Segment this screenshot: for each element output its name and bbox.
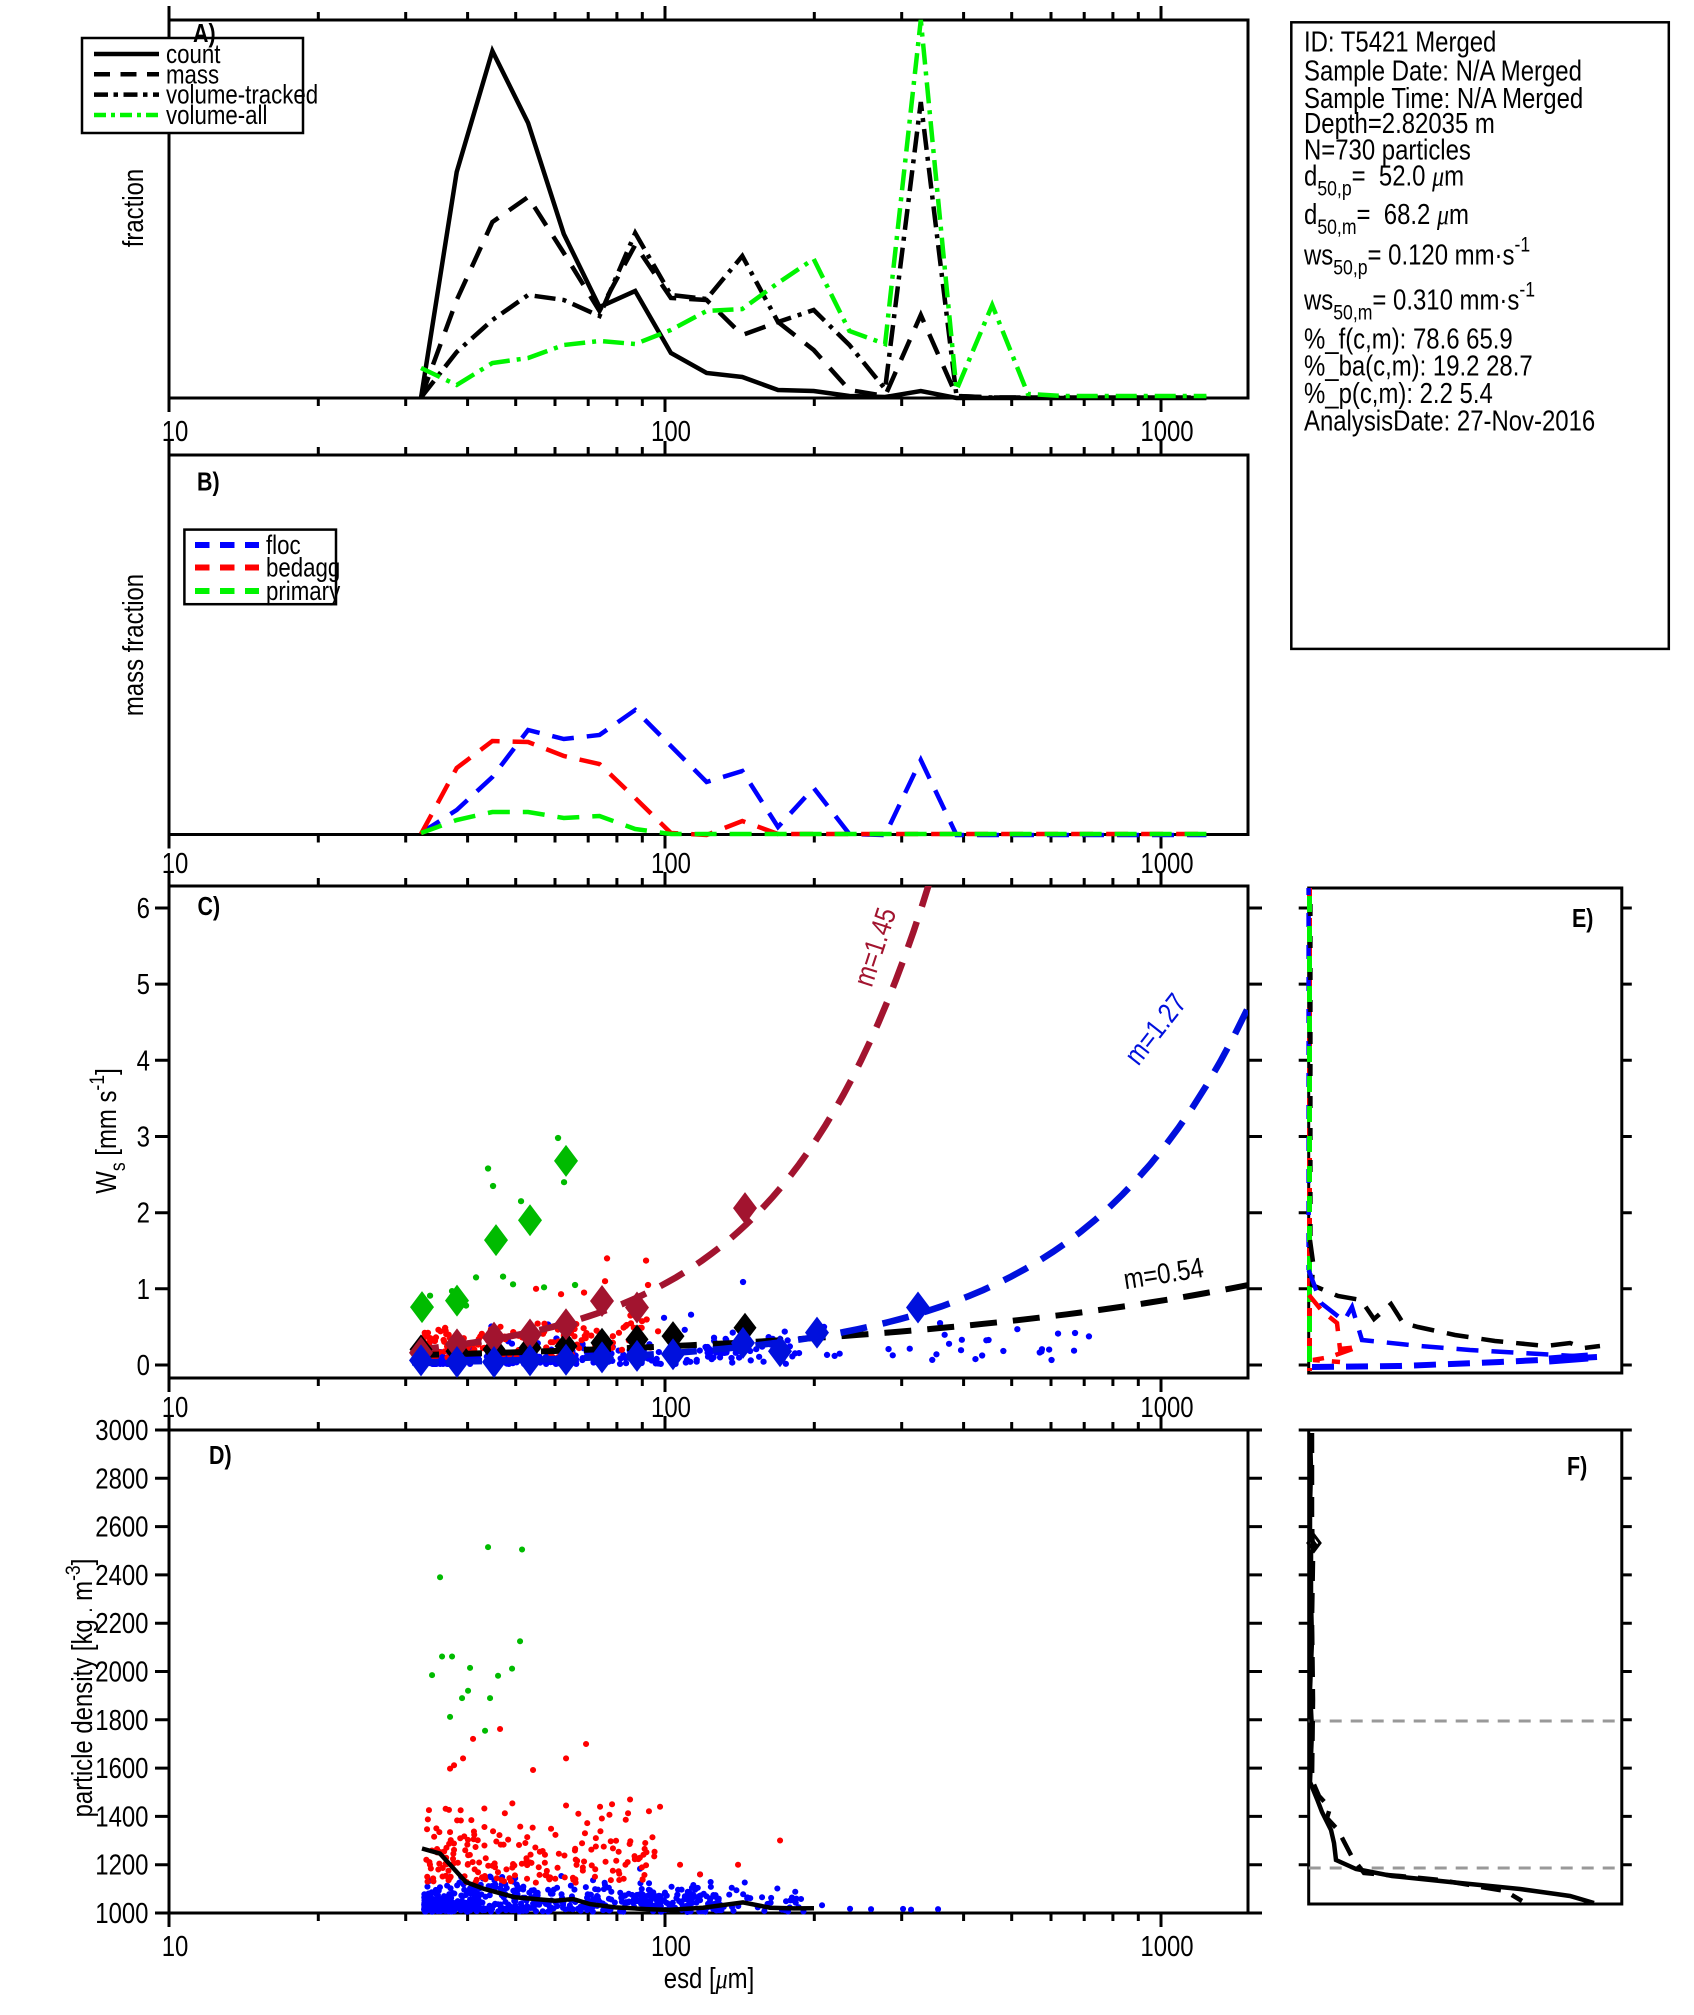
svg-text:F): F) [1567, 1452, 1587, 1480]
svg-text:volume-all: volume-all [166, 101, 267, 130]
svg-text:6: 6 [137, 892, 150, 924]
svg-text:primary: primary [266, 577, 341, 606]
svg-text:%_p(c,m): 2.2 5.4: %_p(c,m): 2.2 5.4 [1304, 377, 1493, 409]
svg-text:C): C) [198, 892, 221, 920]
svg-text:5: 5 [137, 968, 150, 1000]
svg-text:2800: 2800 [95, 1462, 148, 1494]
svg-text:2200: 2200 [95, 1607, 148, 1639]
svg-text:1000: 1000 [1140, 1930, 1193, 1962]
svg-text:ws50,p= 0.120 mm·s-1: ws50,p= 0.120 mm·s-1 [1303, 233, 1530, 280]
svg-text:volume-tracked: volume-tracked [166, 81, 318, 110]
svg-text:fraction: fraction [117, 169, 149, 247]
svg-text:10: 10 [162, 415, 189, 447]
svg-text:mass: mass [166, 61, 219, 90]
svg-text:2400: 2400 [95, 1559, 148, 1591]
svg-text:1000: 1000 [1140, 847, 1193, 879]
svg-text:2600: 2600 [95, 1511, 148, 1543]
svg-text:10: 10 [162, 1391, 189, 1423]
svg-text:AnalysisDate: 27-Nov-2016: AnalysisDate: 27-Nov-2016 [1304, 405, 1595, 437]
svg-text:1800: 1800 [95, 1704, 148, 1736]
svg-text:2000: 2000 [95, 1656, 148, 1688]
svg-text:Ws [mm s-1]: Ws [mm s-1] [86, 1068, 131, 1193]
svg-text:count: count [166, 40, 221, 69]
svg-text:Sample Date: N/A Merged: Sample Date: N/A Merged [1304, 55, 1582, 87]
svg-text:floc: floc [266, 531, 301, 560]
svg-text:1600: 1600 [95, 1752, 148, 1784]
svg-text:1000: 1000 [1140, 415, 1193, 447]
svg-text:%_f(c,m): 78.6 65.9: %_f(c,m): 78.6 65.9 [1304, 322, 1513, 354]
svg-text:3: 3 [137, 1121, 150, 1153]
svg-text:B): B) [197, 468, 220, 496]
svg-text:1: 1 [137, 1273, 150, 1305]
svg-text:3000: 3000 [95, 1414, 148, 1446]
svg-text:mass fraction: mass fraction [117, 574, 149, 716]
svg-text:1000: 1000 [1140, 1391, 1193, 1423]
svg-text:100: 100 [651, 847, 691, 879]
svg-text:esd [μm]: esd [μm] [664, 1962, 754, 1994]
svg-text:100: 100 [651, 1930, 691, 1962]
svg-text:N=730 particles: N=730 particles [1304, 134, 1471, 166]
svg-text:m=1.27: m=1.27 [1118, 987, 1193, 1070]
svg-text:A): A) [193, 19, 216, 47]
svg-text:%_ba(c,m): 19.2 28.7: %_ba(c,m): 19.2 28.7 [1304, 350, 1533, 382]
svg-text:0: 0 [137, 1349, 150, 1381]
svg-text:1400: 1400 [95, 1800, 148, 1832]
svg-text:100: 100 [651, 415, 691, 447]
svg-text:Sample Time: N/A Merged: Sample Time: N/A Merged [1304, 82, 1583, 114]
svg-text:100: 100 [651, 1391, 691, 1423]
svg-text:1200: 1200 [95, 1849, 148, 1881]
svg-text:10: 10 [162, 847, 189, 879]
svg-text:ws50,m= 0.310 mm·s-1: ws50,m= 0.310 mm·s-1 [1303, 278, 1535, 325]
svg-text:D): D) [209, 1441, 232, 1469]
svg-text:d50,m= 68.2 μm: d50,m= 68.2 μm [1304, 198, 1469, 239]
svg-text:2: 2 [137, 1197, 150, 1229]
svg-text:ID: T5421 Merged: ID: T5421 Merged [1304, 26, 1496, 58]
svg-text:m=0.54: m=0.54 [1121, 1251, 1206, 1296]
svg-text:particle density [kg . m-3]: particle density [kg . m-3] [62, 1559, 99, 1818]
svg-text:bedagg: bedagg [266, 554, 340, 583]
svg-text:Depth=2.82035 m: Depth=2.82035 m [1304, 107, 1495, 139]
svg-text:4: 4 [137, 1044, 150, 1076]
svg-text:E): E) [1572, 904, 1593, 932]
svg-text:10: 10 [162, 1930, 189, 1962]
svg-text:1000: 1000 [95, 1897, 148, 1929]
